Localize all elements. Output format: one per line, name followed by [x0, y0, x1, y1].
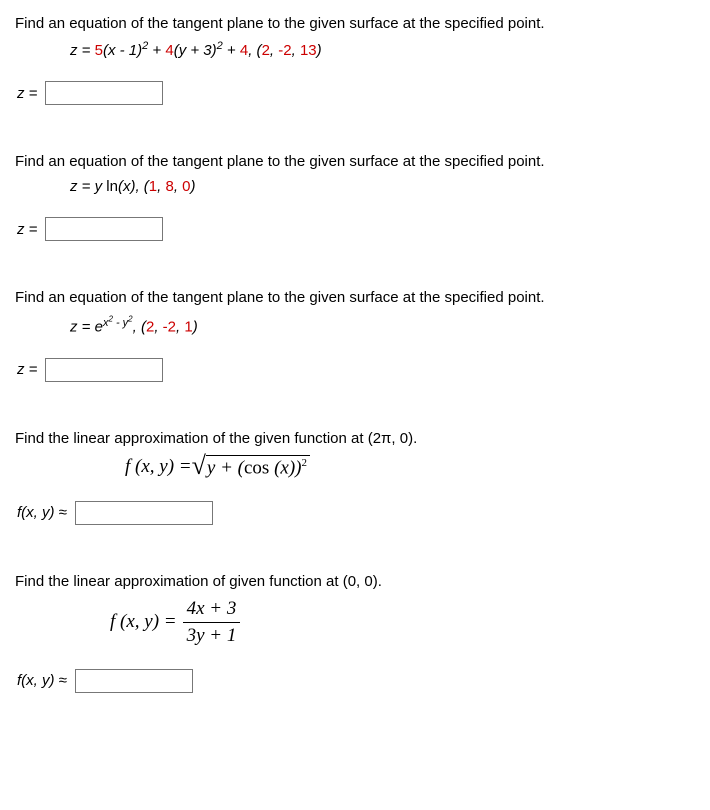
fraction: 4x + 3 3y + 1 — [183, 598, 241, 647]
eq-part: , — [154, 319, 162, 336]
fxy: f (x, y) = — [110, 611, 177, 633]
eq-part: , — [292, 42, 300, 59]
prompt-text: Find the linear approximation of given f… — [15, 573, 695, 590]
answer-row: f(x, y) ≈ — [17, 501, 695, 525]
eq-num: 4 — [165, 42, 173, 59]
eq-part: , — [270, 42, 278, 59]
numerator: 4x + 3 — [183, 598, 241, 623]
pt-y: -2 — [163, 319, 176, 336]
prompt-text: Find an equation of the tangent plane to… — [15, 289, 695, 306]
eq-part: ) — [193, 319, 198, 336]
eq-part: (x - 1) — [103, 42, 142, 59]
fxy: f (x, y) = — [125, 456, 192, 478]
pt-z: 13 — [300, 42, 317, 59]
eq-part: z = e — [70, 319, 103, 336]
answer-input[interactable] — [75, 669, 193, 693]
eq-part: z = — [70, 42, 95, 59]
answer-input[interactable] — [45, 217, 163, 241]
prompt-text: Find the linear approximation of the giv… — [15, 430, 695, 447]
answer-label: f(x, y) ≈ — [17, 504, 67, 521]
answer-input[interactable] — [75, 501, 213, 525]
sqrt-sign: √ — [192, 455, 206, 479]
problem-5: Find the linear approximation of given f… — [15, 573, 695, 693]
answer-label: z = — [17, 85, 37, 102]
answer-input[interactable] — [45, 358, 163, 382]
eq-num: 4 — [240, 42, 248, 59]
equation: f (x, y) = √ y + (cos (x))2 — [125, 455, 695, 479]
answer-row: z = — [17, 217, 695, 241]
equation: f (x, y) = 4x + 3 3y + 1 — [110, 598, 695, 647]
answer-label: z = — [17, 221, 37, 238]
eq-part: , — [174, 178, 182, 195]
answer-label: z = — [17, 361, 37, 378]
answer-row: f(x, y) ≈ — [17, 669, 695, 693]
pt-z: 0 — [182, 178, 190, 195]
eq-part: (y + 3) — [174, 42, 217, 59]
equation: z = 5(x - 1)2 + 4(y + 3)2 + 4, (2, -2, 1… — [70, 40, 695, 59]
sqrt: √ y + (cos (x))2 — [192, 455, 310, 479]
pt-y: -2 — [278, 42, 291, 59]
prompt-text: Find an equation of the tangent plane to… — [15, 153, 695, 170]
equation: z = y ln(x), (1, 8, 0) — [70, 178, 695, 195]
answer-label: f(x, y) ≈ — [17, 672, 67, 689]
eq-part: z = y — [70, 178, 106, 195]
eq-part: ) — [317, 42, 322, 59]
answer-row: z = — [17, 358, 695, 382]
eq-num: 5 — [95, 42, 103, 59]
prompt-text: Find an equation of the tangent plane to… — [15, 15, 695, 32]
problem-2: Find an equation of the tangent plane to… — [15, 153, 695, 241]
problem-3: Find an equation of the tangent plane to… — [15, 289, 695, 382]
eq-part: , ( — [133, 319, 146, 336]
answer-input[interactable] — [45, 81, 163, 105]
eq-part: + — [223, 42, 240, 59]
eq-ln: ln — [106, 178, 118, 195]
denominator: 3y + 1 — [183, 623, 241, 647]
equation: z = ex2 - y2, (2, -2, 1) — [70, 314, 695, 336]
problem-1: Find an equation of the tangent plane to… — [15, 15, 695, 105]
pt-x: 1 — [149, 178, 157, 195]
eq-part: (x), ( — [118, 178, 149, 195]
answer-row: z = — [17, 81, 695, 105]
sqrt-arg: y + (cos (x))2 — [206, 455, 310, 479]
pt-z: 1 — [184, 319, 192, 336]
pt-x: 2 — [262, 42, 270, 59]
eq-part: , ( — [248, 42, 261, 59]
eq-part: + — [148, 42, 165, 59]
problem-4: Find the linear approximation of the giv… — [15, 430, 695, 525]
eq-exp: x2 - y2 — [103, 317, 133, 329]
pt-y: 8 — [165, 178, 173, 195]
eq-part: ) — [191, 178, 196, 195]
